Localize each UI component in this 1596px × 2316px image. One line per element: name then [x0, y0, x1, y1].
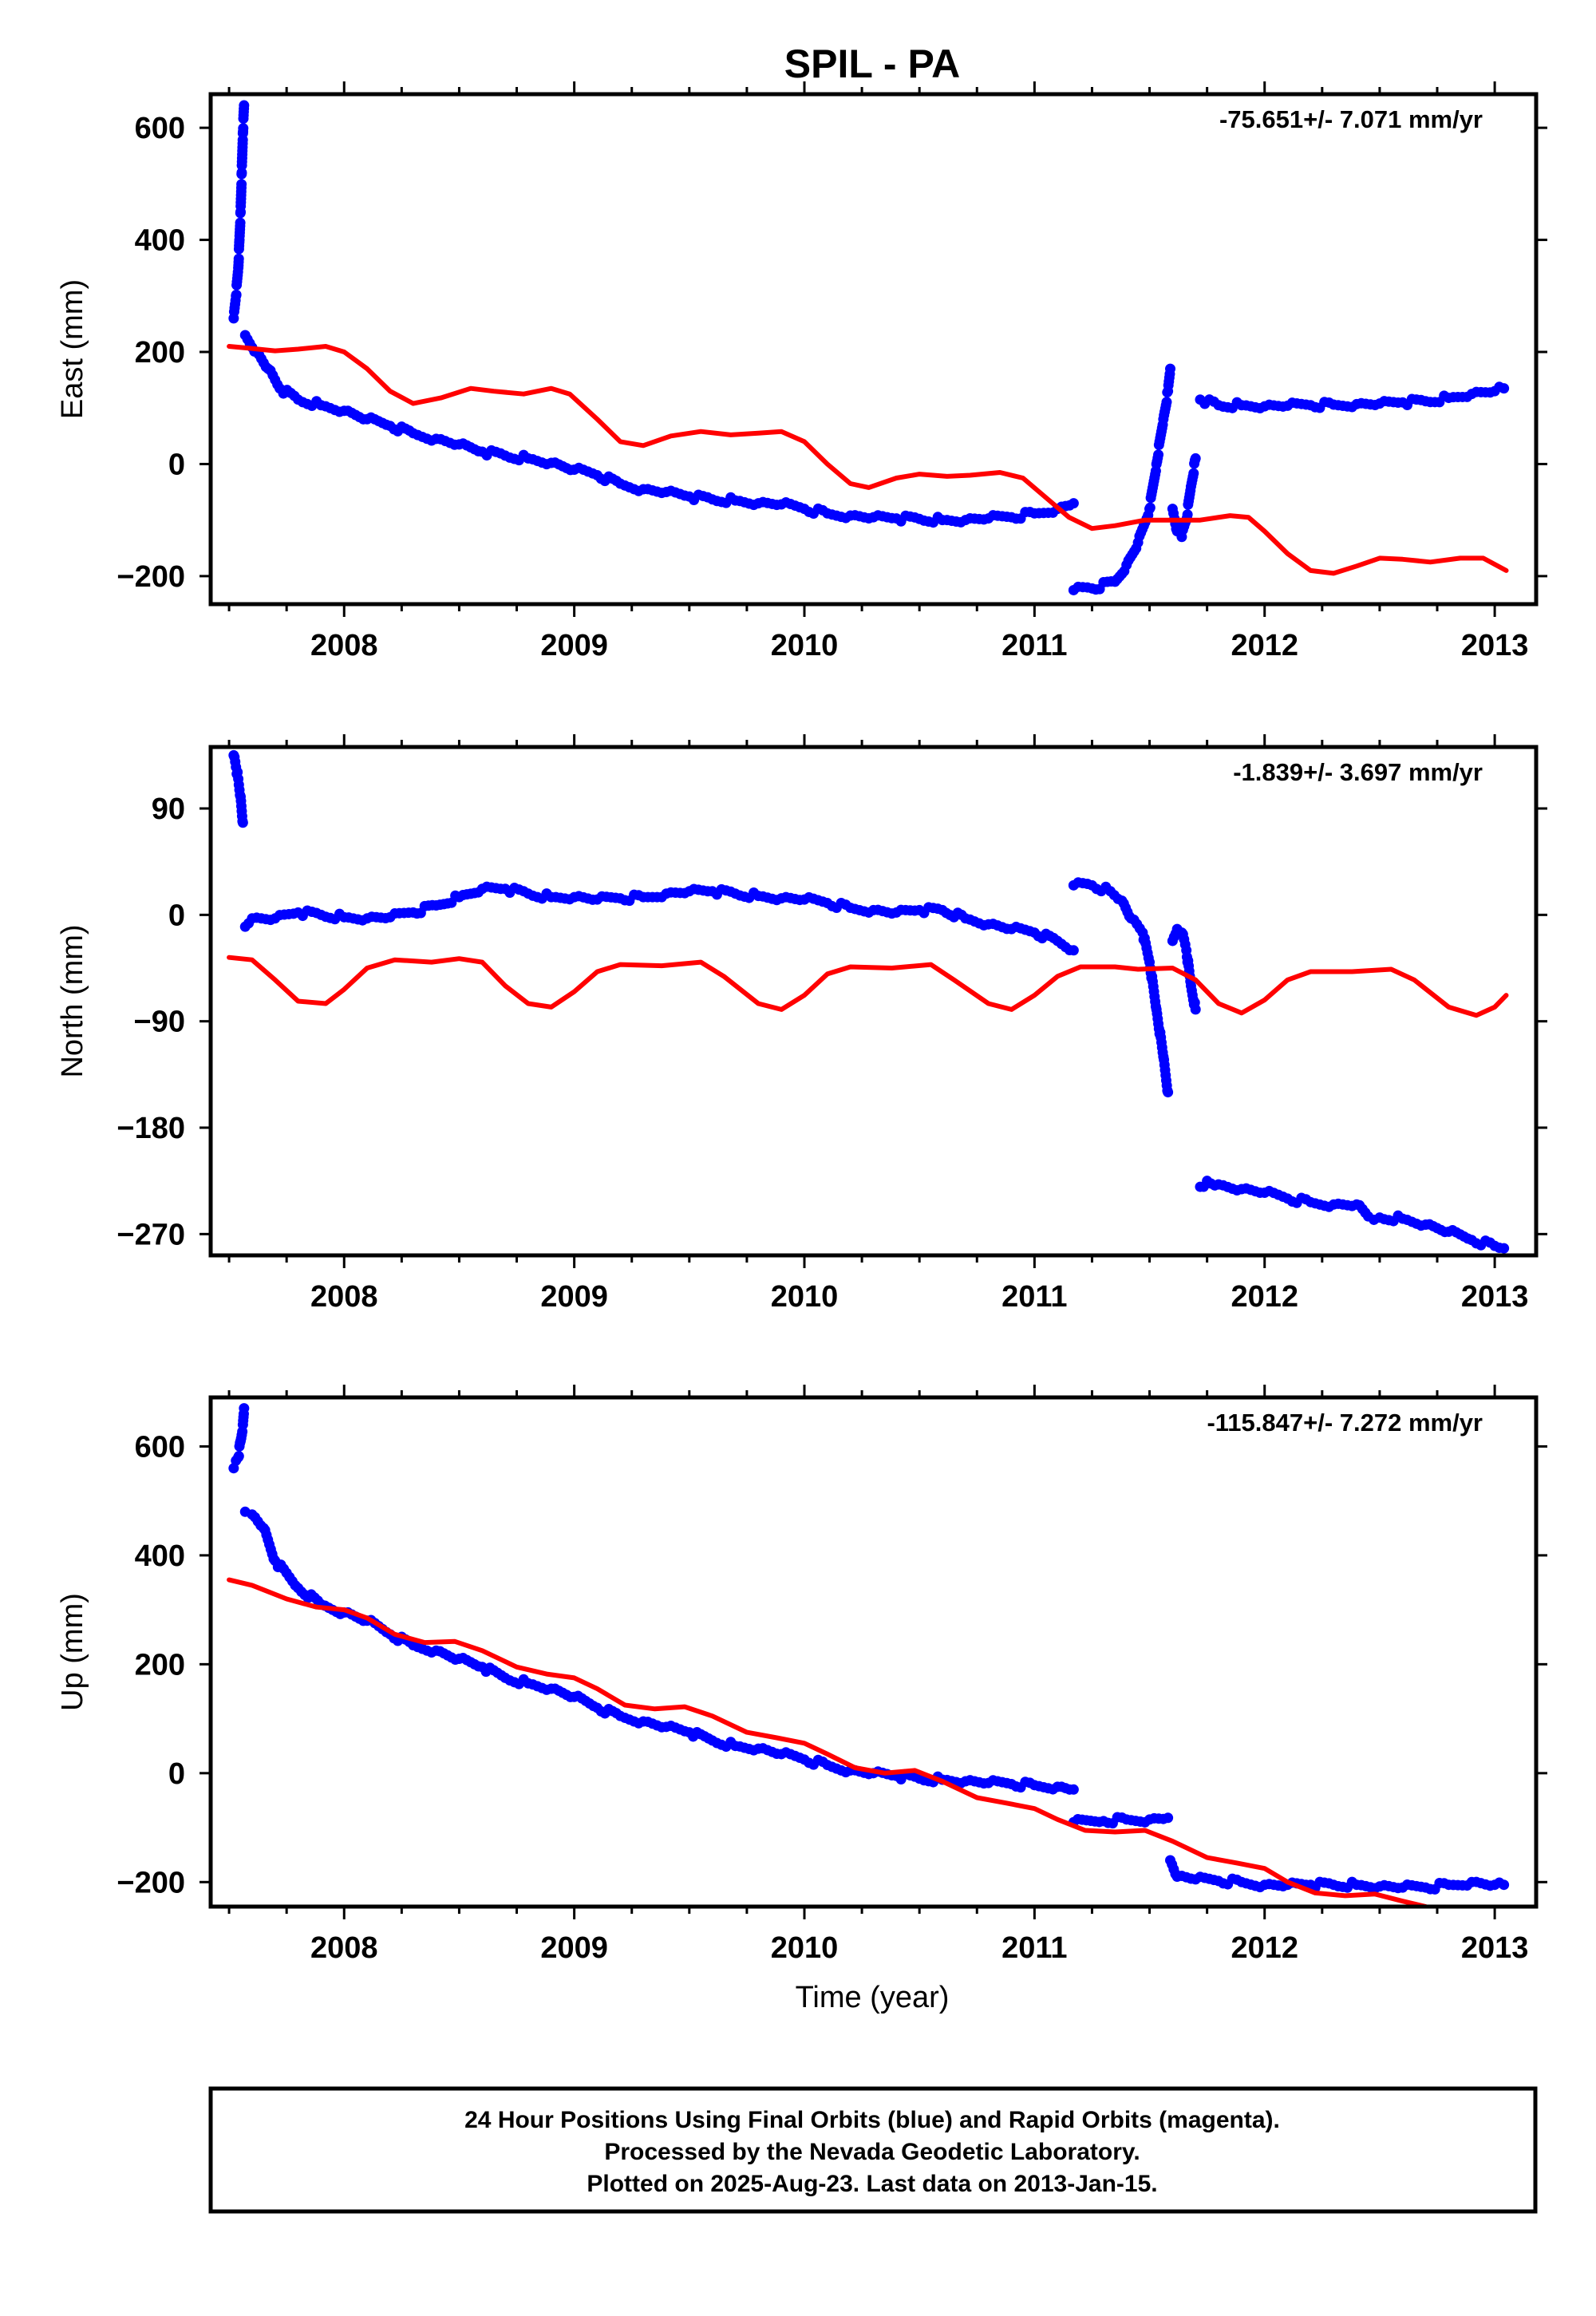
north-xtick-label: 2012 — [1231, 1280, 1298, 1314]
east-ytick-label: 0 — [168, 448, 185, 481]
east-ytick-label: 400 — [135, 224, 185, 258]
up-xtick-label: 2013 — [1461, 1931, 1529, 1965]
north-ytick-label: −180 — [117, 1112, 185, 1145]
up-plot-frame — [208, 1395, 1539, 1909]
east-ytick-label: 600 — [135, 112, 185, 145]
north-observed-point — [1163, 1087, 1174, 1098]
up-xtick-label: 2010 — [771, 1931, 839, 1965]
east-observed-point — [231, 289, 242, 300]
up-xtick-label: 2011 — [1001, 1931, 1067, 1965]
figure-title: SPIL - PA — [784, 41, 960, 86]
east-xtick-label: 2011 — [1001, 629, 1067, 662]
north-ytick-label: 90 — [152, 792, 185, 826]
east-data-layer — [227, 100, 1510, 595]
up-ytick-label: −200 — [117, 1866, 185, 1899]
north-ytick-label: −90 — [134, 1006, 185, 1039]
north-data-layer — [227, 749, 1510, 1254]
north-xtick-label: 2010 — [771, 1280, 839, 1314]
east-observed-point — [1153, 449, 1164, 460]
x-axis-label: Time (year) — [796, 1981, 950, 2014]
north-y-axis-label: North (mm) — [56, 924, 89, 1077]
north-observed-point — [237, 817, 248, 828]
up-observed-point — [1163, 1812, 1174, 1824]
north-model-line — [227, 954, 1509, 1018]
east-xtick-label: 2010 — [771, 629, 839, 662]
footer-line-3: Plotted on 2025-Aug-23. Last data on 201… — [587, 2171, 1157, 2197]
east-observed-point — [236, 167, 247, 178]
east-observed-point — [233, 253, 244, 264]
north-xtick-label: 2009 — [540, 1280, 608, 1314]
up-observed-point — [1499, 1879, 1510, 1891]
north-observed-point — [1499, 1243, 1510, 1254]
east-observed-point — [239, 100, 250, 111]
east-observed-point — [1164, 363, 1175, 374]
up-data-layer — [227, 1403, 1510, 1907]
east-observed-point — [1190, 453, 1201, 464]
east-observed-point — [236, 179, 247, 190]
east-panel: 600 400 200 0 −200 2008 2009 2010 2011 2012 2013 Ea… — [56, 81, 1547, 662]
east-model-line — [227, 344, 1509, 576]
north-ytick-label: −270 — [117, 1218, 185, 1251]
east-observed-point — [238, 123, 249, 134]
north-rate-label: -1.839+/- 3.697 mm/yr — [1233, 758, 1483, 786]
east-observed-point — [1499, 383, 1510, 394]
up-xtick-label: 2012 — [1231, 1931, 1298, 1965]
up-panel: 600 400 200 0 −200 2008 2009 2010 2011 2012 2013 Up… — [56, 1385, 1547, 1965]
north-xtick-label: 2008 — [310, 1280, 378, 1314]
up-observed-point — [1068, 1784, 1079, 1795]
up-observed-point — [233, 1451, 244, 1462]
footer-frame — [208, 2086, 1538, 2214]
north-panel: 90 0 −90 −180 −270 2008 2009 2010 2011 2012 2013 No… — [56, 734, 1547, 1314]
east-ytick-label: 200 — [135, 336, 185, 370]
up-ytick-label: 400 — [135, 1539, 185, 1573]
east-xtick-label: 2009 — [540, 629, 608, 662]
up-observed-point — [239, 1403, 250, 1414]
east-observed-point — [235, 217, 246, 228]
east-y-axis-label: East (mm) — [56, 279, 89, 419]
east-observed-point — [1188, 468, 1199, 479]
east-observed-point — [1144, 502, 1156, 513]
east-observed-point — [1161, 397, 1172, 408]
up-y-axis-label: Up (mm) — [56, 1593, 89, 1711]
north-ytick-label: 0 — [168, 899, 185, 932]
up-ytick-label: 0 — [168, 1757, 185, 1791]
up-ytick-label: 200 — [135, 1648, 185, 1682]
east-xtick-label: 2008 — [310, 629, 378, 662]
east-observed-point — [1182, 509, 1193, 520]
footer-box: 24 Hour Positions Using Final Orbits (bl… — [208, 2086, 1538, 2214]
up-xtick-label: 2008 — [310, 1931, 378, 1965]
north-observed-point — [1190, 1004, 1201, 1015]
east-xtick-label: 2013 — [1461, 629, 1529, 662]
east-ytick-label: −200 — [117, 560, 185, 594]
up-ytick-label: 600 — [135, 1430, 185, 1464]
north-xtick-label: 2013 — [1461, 1280, 1529, 1314]
north-observed-point — [1068, 945, 1079, 956]
east-xtick-label: 2012 — [1231, 629, 1298, 662]
north-plot-frame — [208, 745, 1539, 1258]
up-xtick-label: 2009 — [540, 1931, 608, 1965]
east-rate-label: -75.651+/- 7.071 mm/yr — [1219, 105, 1483, 133]
up-model-line — [227, 1577, 1428, 1907]
up-rate-label: -115.847+/- 7.272 mm/yr — [1207, 1409, 1483, 1437]
footer-line-2: Processed by the Nevada Geodetic Laborat… — [604, 2139, 1140, 2165]
north-xtick-label: 2011 — [1001, 1280, 1067, 1314]
footer-line-1: 24 Hour Positions Using Final Orbits (bl… — [464, 2107, 1280, 2133]
east-plot-frame — [208, 92, 1539, 607]
east-observed-point — [1068, 498, 1079, 509]
